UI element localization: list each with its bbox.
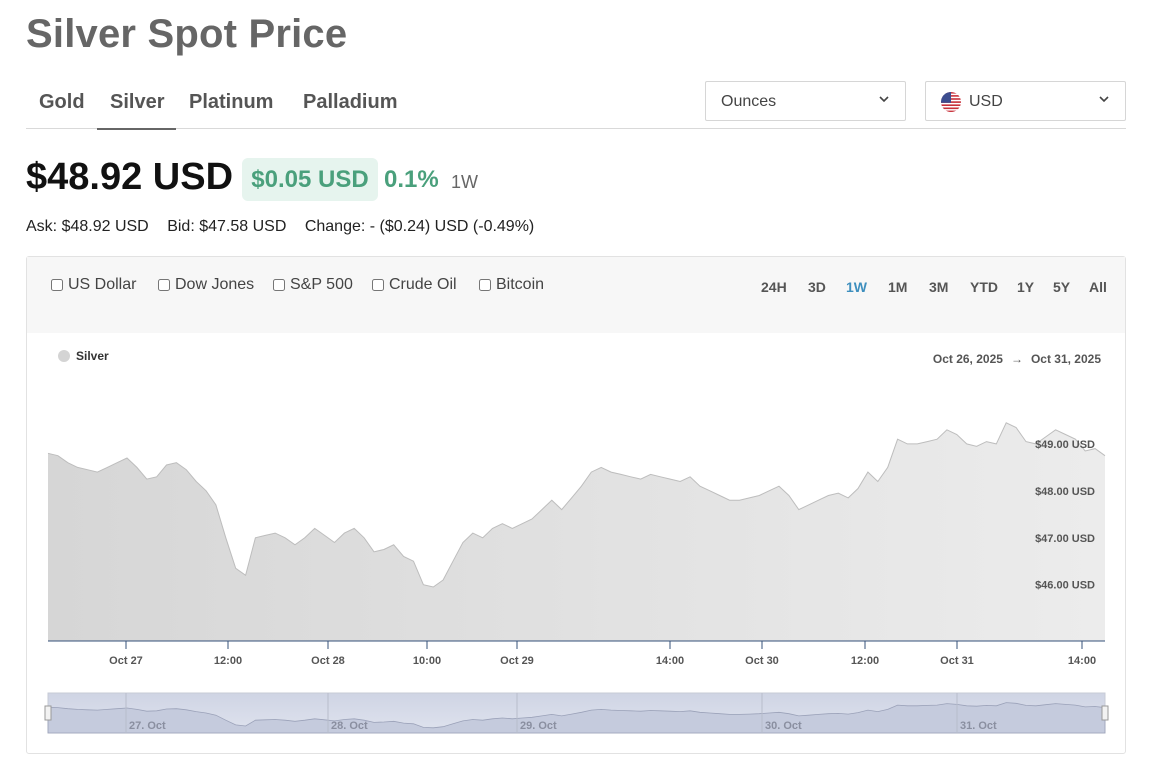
price-chart[interactable]: $46.00 USD $47.00 USD $48.00 USD $49.00 USD… — [27, 257, 1125, 753]
navigator-label: 28. Oct — [331, 720, 368, 732]
price-change-percent: 0.1% — [384, 166, 439, 193]
currency-select-value: USD — [969, 93, 1003, 110]
x-tick-label: 14:00 — [1068, 655, 1096, 667]
compare-checkbox[interactable] — [158, 279, 170, 291]
arrow-right-icon: → — [1010, 352, 1023, 366]
chart-date-range: Oct 26, 2025 → Oct 31, 2025 — [933, 352, 1101, 366]
tab-gold[interactable]: Gold — [39, 91, 85, 113]
compare-label: US Dollar — [68, 276, 137, 293]
current-price: $48.92 USD — [26, 156, 234, 198]
chart-legend[interactable]: Silver — [58, 349, 109, 363]
range-3m[interactable]: 3M — [929, 279, 949, 295]
active-tab-indicator — [97, 128, 176, 130]
us-flag-icon — [941, 92, 961, 112]
compare-sp500[interactable]: S&P 500 — [273, 276, 353, 294]
x-tick-label: 10:00 — [413, 655, 441, 667]
compare-checkbox[interactable] — [51, 279, 63, 291]
compare-checkbox[interactable] — [273, 279, 285, 291]
navigator-series — [47, 702, 1106, 734]
chevron-down-icon — [879, 96, 889, 103]
price-change-badge: $0.05 USD — [242, 158, 378, 201]
quote-line: Ask: $48.92 USD Bid: $47.58 USD Change: … — [26, 218, 548, 236]
navigator-label: 30. Oct — [765, 720, 802, 732]
y-tick-label: $47.00 USD — [1035, 533, 1095, 545]
range-5y[interactable]: 5Y — [1053, 279, 1071, 295]
ask-price: Ask: $48.92 USD — [26, 218, 149, 235]
compare-label: S&P 500 — [290, 276, 353, 293]
tab-platinum[interactable]: Platinum — [189, 91, 274, 113]
y-tick-label: $48.00 USD — [1035, 486, 1095, 498]
x-tick-label: Oct 30 — [745, 655, 779, 667]
chart-panel: US Dollar Dow Jones S&P 500 Crude Oil Bi… — [26, 256, 1126, 754]
navigator-label: 31. Oct — [960, 720, 997, 732]
bid-price: Bid: $47.58 USD — [167, 218, 287, 235]
navigator-handle-right[interactable] — [1101, 705, 1109, 721]
y-tick-label: $49.00 USD — [1035, 439, 1095, 451]
tab-palladium[interactable]: Palladium — [303, 91, 398, 113]
compare-label: Bitcoin — [496, 276, 545, 293]
compare-dow-jones[interactable]: Dow Jones — [158, 276, 254, 294]
compare-label: Crude Oil — [389, 276, 457, 293]
compare-bitcoin[interactable]: Bitcoin — [479, 276, 544, 294]
x-tick-label: 12:00 — [851, 655, 879, 667]
y-tick-label: $46.00 USD — [1035, 580, 1095, 592]
legend-dot — [58, 350, 70, 362]
price-change-period: 1W — [451, 172, 478, 192]
x-tick-label: 12:00 — [214, 655, 242, 667]
navigator-label: 27. Oct — [129, 720, 166, 732]
tab-silver[interactable]: Silver — [110, 91, 165, 113]
day-change: Change: - ($0.24) USD (-0.49%) — [304, 218, 535, 235]
metal-tabs: Gold Silver Platinum Palladium — [26, 80, 1126, 130]
x-tick-label: Oct 31 — [940, 655, 974, 667]
range-3d[interactable]: 3D — [808, 279, 826, 295]
x-tick-label: Oct 29 — [500, 655, 534, 667]
unit-select-value: Ounces — [721, 93, 777, 110]
price-line — [47, 422, 1106, 588]
legend-label: Silver — [76, 349, 109, 363]
compare-crude-oil[interactable]: Crude Oil — [372, 276, 457, 294]
currency-select[interactable]: USD — [925, 81, 1126, 121]
range-all[interactable]: All — [1089, 279, 1107, 295]
date-from: Oct 26, 2025 — [932, 352, 1003, 366]
range-1y[interactable]: 1Y — [1017, 279, 1035, 295]
compare-checkbox[interactable] — [479, 279, 491, 291]
chart-toolbar: US Dollar Dow Jones S&P 500 Crude Oil Bi… — [27, 257, 1125, 333]
navigator-label: 29. Oct — [520, 720, 557, 732]
compare-checkbox[interactable] — [372, 279, 384, 291]
navigator-handle-left[interactable] — [44, 705, 52, 721]
range-1m[interactable]: 1M — [888, 279, 908, 295]
x-tick-label: Oct 27 — [109, 655, 143, 667]
price-area — [48, 422, 1105, 641]
x-tick-label: Oct 28 — [311, 655, 345, 667]
chevron-down-icon — [1099, 96, 1109, 103]
page-title: Silver Spot Price — [26, 12, 348, 56]
range-1w[interactable]: 1W — [846, 279, 867, 295]
date-to: Oct 31, 2025 — [1030, 352, 1101, 366]
range-24h[interactable]: 24H — [761, 279, 787, 295]
compare-label: Dow Jones — [175, 276, 255, 293]
compare-us-dollar[interactable]: US Dollar — [51, 276, 136, 294]
x-tick-label: 14:00 — [656, 655, 684, 667]
unit-select[interactable]: Ounces — [705, 81, 906, 121]
range-ytd[interactable]: YTD — [970, 279, 998, 295]
